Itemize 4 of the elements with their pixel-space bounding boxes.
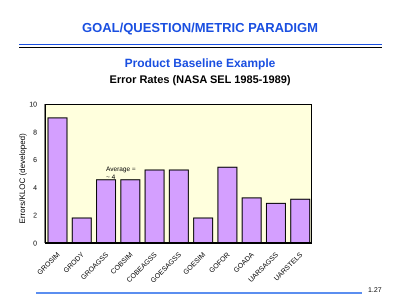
y-axis-title: Errors/KLOC (developed) [18, 132, 27, 224]
text: Error Rates (NASA SEL 1985-1989) [108, 74, 292, 86]
chart-subtitle: Product Baseline Example [124, 56, 276, 70]
chart-title: GOAL/QUESTION/METRIC PARADIGM [81, 20, 319, 35]
